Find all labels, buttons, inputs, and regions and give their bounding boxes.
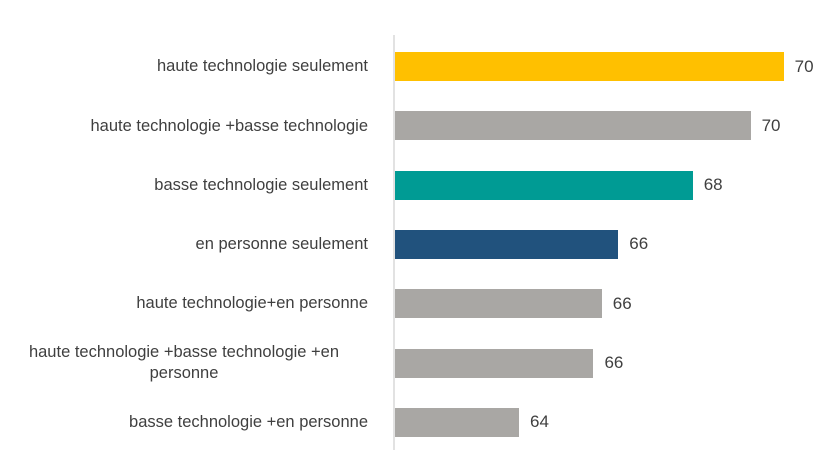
bar-value-label: 70 [761, 115, 781, 135]
bar [395, 229, 619, 259]
bar [395, 111, 751, 141]
category-label: basse technologie +en personne [129, 413, 368, 432]
bar [395, 407, 520, 437]
bar-row: haute technologie +basse technologie +en… [0, 333, 825, 392]
bar-row: basse technologie +en personne 64 [0, 393, 825, 452]
bar-row: basse technologie seulement 68 [0, 156, 825, 215]
bar [395, 289, 602, 319]
bar-value-label: 68 [703, 175, 723, 195]
bar-value-label: 66 [629, 234, 649, 254]
category-label: en personne seulement [195, 235, 368, 254]
bar [395, 348, 594, 378]
bar-track: 66 [393, 333, 825, 392]
chart-plot-area: haute technologie seulement 70 haute tec… [0, 37, 825, 452]
bar-track: 70 [393, 96, 825, 155]
bar-row: haute technologie +basse technologie 70 [0, 96, 825, 155]
category-label: haute technologie +basse technologie [90, 116, 368, 135]
bar [395, 170, 693, 200]
category-label: haute technologie seulement [157, 57, 368, 76]
bar-value-label: 66 [604, 353, 624, 373]
vertical-axis-line [393, 35, 395, 450]
bar [395, 52, 784, 82]
bar-value-label: 66 [612, 293, 632, 313]
category-label: haute technologie +basse technologie +en… [28, 343, 340, 383]
bar-row: haute technologie seulement 70 [0, 37, 825, 96]
category-label: basse technologie seulement [154, 175, 368, 194]
bar-track: 66 [393, 274, 825, 333]
bar-value-label: 64 [530, 412, 549, 432]
bar-track: 68 [393, 156, 825, 215]
bar-row: haute technologie+en personne 66 [0, 274, 825, 333]
bar-track: 70 [393, 37, 825, 96]
category-label: haute technologie+en personne [136, 294, 368, 313]
bar-row: en personne seulement 66 [0, 215, 825, 274]
bar-track: 66 [393, 215, 825, 274]
bar-track: 64 [393, 393, 825, 452]
bar-value-label: 70 [794, 56, 814, 76]
